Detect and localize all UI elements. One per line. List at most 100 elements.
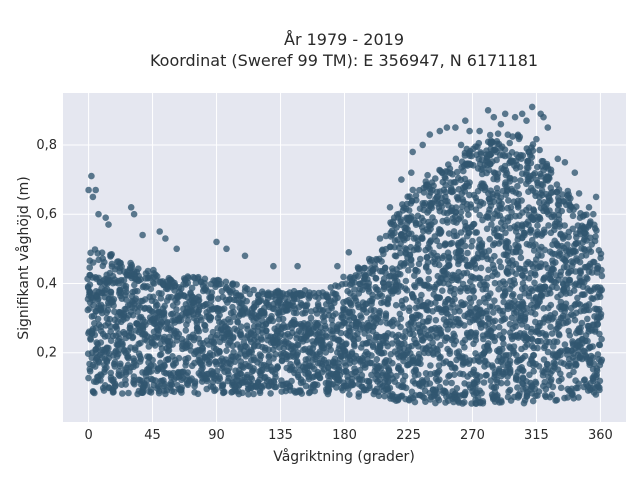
scatter-point xyxy=(532,380,540,387)
scatter-point-outlier xyxy=(528,103,536,111)
scatter-point xyxy=(389,322,396,330)
scatter-point xyxy=(465,229,473,236)
scatter-point xyxy=(558,207,565,215)
scatter-point xyxy=(268,312,275,320)
scatter-point xyxy=(510,291,517,298)
scatter-point xyxy=(122,376,129,384)
scatter-point xyxy=(430,182,437,190)
scatter-point xyxy=(483,225,491,233)
scatter-point xyxy=(178,389,185,396)
scatter-point xyxy=(442,181,449,189)
scatter-point xyxy=(107,369,115,377)
x-tick-labels: 0 45 90 135 180 225 270 315 360 xyxy=(84,428,612,443)
scatter-point xyxy=(184,354,192,362)
scatter-point xyxy=(485,247,493,254)
scatter-point xyxy=(498,200,505,208)
scatter-point xyxy=(556,248,563,256)
scatter-point xyxy=(514,182,521,190)
scatter-point xyxy=(445,230,453,237)
scatter-point xyxy=(479,400,487,407)
scatter-point xyxy=(406,304,413,312)
scatter-point xyxy=(276,333,284,340)
scatter-point xyxy=(265,376,272,384)
scatter-point xyxy=(301,309,309,317)
scatter-point xyxy=(391,229,398,237)
scatter-point xyxy=(476,211,484,219)
scatter-point xyxy=(290,316,298,324)
scatter-point xyxy=(322,349,330,356)
scatter-point xyxy=(116,362,124,370)
scatter-point xyxy=(326,341,334,348)
scatter-point xyxy=(470,384,477,392)
scatter-point xyxy=(332,310,339,318)
scatter-point xyxy=(147,368,155,375)
scatter-point xyxy=(125,389,132,397)
scatter-point-outlier xyxy=(386,204,394,211)
scatter-point xyxy=(452,204,460,211)
scatter-point-outlier xyxy=(575,190,583,197)
scatter-point xyxy=(555,330,563,338)
scatter-point xyxy=(395,270,402,278)
scatter-point xyxy=(107,323,114,330)
scatter-point xyxy=(488,221,495,228)
scatter-point xyxy=(527,159,535,167)
scatter-point-outlier xyxy=(89,193,97,201)
scatter-point xyxy=(516,163,524,171)
scatter-point xyxy=(438,203,446,210)
scatter-point xyxy=(199,361,206,369)
scatter-point xyxy=(597,313,604,321)
scatter-point xyxy=(538,252,545,259)
scatter-point-outlier xyxy=(544,124,552,131)
scatter-point xyxy=(184,279,192,287)
scatter-point xyxy=(577,352,584,360)
scatter-point-outlier xyxy=(241,252,249,260)
scatter-point xyxy=(553,338,561,346)
scatter-point xyxy=(152,377,159,384)
scatter-point xyxy=(506,244,513,252)
scatter-point xyxy=(557,370,564,378)
scatter-point xyxy=(366,359,374,367)
scatter-point xyxy=(457,208,465,216)
scatter-point xyxy=(587,234,594,242)
scatter-point xyxy=(477,264,485,272)
scatter-point xyxy=(498,238,505,245)
scatter-point xyxy=(272,383,280,391)
scatter-point xyxy=(104,307,112,314)
scatter-point xyxy=(347,300,354,307)
scatter-point xyxy=(569,212,577,220)
scatter-point xyxy=(111,358,119,366)
scatter-point xyxy=(547,323,554,331)
scatter-point xyxy=(173,299,181,306)
scatter-point xyxy=(346,391,353,398)
scatter-point xyxy=(147,285,155,293)
scatter-point xyxy=(380,349,388,357)
scatter-point xyxy=(568,262,576,270)
scatter-point xyxy=(462,256,469,264)
scatter-point xyxy=(540,305,547,312)
scatter-point xyxy=(199,347,206,355)
scatter-point xyxy=(243,297,250,305)
scatter-point xyxy=(457,214,465,221)
scatter-point xyxy=(529,397,537,405)
scatter-point xyxy=(164,318,171,326)
scatter-point xyxy=(469,237,476,245)
scatter-point xyxy=(323,333,331,341)
scatter-point xyxy=(409,325,416,333)
scatter-point-outlier xyxy=(457,141,465,149)
scatter-point xyxy=(511,176,518,183)
scatter-point xyxy=(482,372,490,379)
scatter-point xyxy=(535,388,543,395)
scatter-point xyxy=(531,170,539,177)
scatter-point xyxy=(464,249,471,257)
scatter-point xyxy=(546,207,553,214)
scatter-point-outlier xyxy=(130,210,138,218)
scatter-point xyxy=(217,280,225,288)
scatter-point xyxy=(548,376,555,383)
scatter-point xyxy=(545,222,552,229)
scatter-point xyxy=(562,300,570,308)
scatter-point xyxy=(510,343,518,350)
scatter-point xyxy=(223,347,230,355)
scatter-point xyxy=(569,338,576,345)
scatter-point xyxy=(381,264,389,272)
scatter-point xyxy=(391,221,398,229)
